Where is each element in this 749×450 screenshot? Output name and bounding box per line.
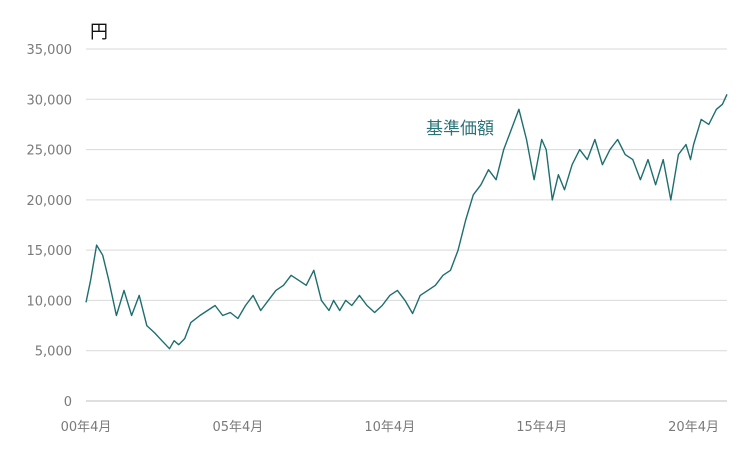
y-tick-label: 30,000 [27, 93, 73, 108]
series-line-nav [85, 94, 728, 350]
y-tick-label: 10,000 [27, 294, 73, 309]
series-label: 基準価額 [426, 119, 494, 139]
y-tick-label: 20,000 [27, 194, 73, 209]
x-tick-labels: 00年4月 05年4月 10年4月 15年4月 20年4月 [61, 420, 719, 435]
y-tick-label: 0 [64, 395, 72, 410]
x-tick-label: 10年4月 [364, 420, 415, 435]
y-tick-label: 35,000 [27, 43, 73, 58]
gridlines [86, 48, 727, 352]
y-tick-label: 25,000 [27, 144, 73, 159]
y-axis-unit-label: 円 [90, 22, 108, 43]
x-tick-label: 00年4月 [61, 420, 112, 435]
x-tick-label: 20年4月 [668, 420, 719, 435]
y-tick-label: 5,000 [35, 345, 72, 360]
y-tick-label: 15,000 [27, 244, 73, 259]
x-tick-label: 15年4月 [516, 420, 567, 435]
x-tick-label: 05年4月 [212, 420, 263, 435]
y-tick-labels: 0 5,000 10,000 15,000 20,000 25,000 30,000 35,0… [27, 43, 73, 410]
